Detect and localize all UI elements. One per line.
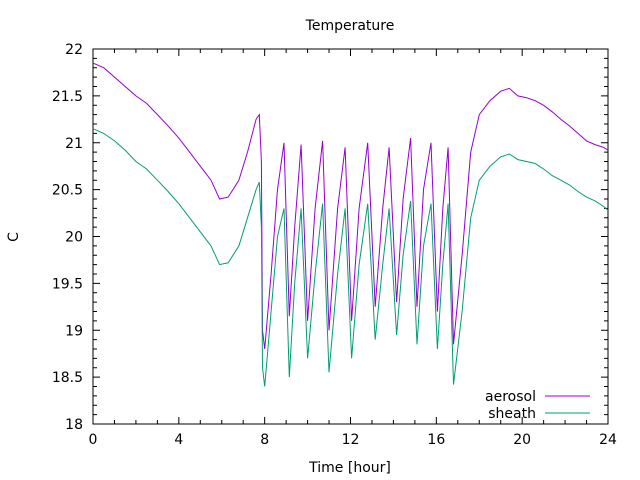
y-axis-ticks: 18 18.5 19 19.5 20 20.5 21 21.5 22	[52, 42, 608, 433]
y-tick-label: 18	[65, 417, 83, 433]
x-axis-ticks: 0 4 8 12 16 20 24	[89, 49, 617, 448]
y-axis-title: C	[6, 232, 22, 242]
x-tick-label: 24	[599, 432, 617, 448]
y-tick-label: 19.5	[52, 276, 83, 292]
y-tick-label: 21.5	[52, 89, 83, 105]
series-line-sheath	[92, 128, 609, 387]
x-tick-label: 0	[89, 432, 98, 448]
x-axis-title: Time [hour]	[308, 460, 391, 476]
legend-label-sheath: sheath	[488, 406, 536, 422]
series-lines	[92, 62, 609, 387]
x-tick-label: 16	[427, 432, 445, 448]
x-tick-label: 8	[260, 432, 269, 448]
y-tick-label: 18.5	[52, 370, 83, 386]
plot-frame	[92, 48, 609, 425]
y-tick-label: 20.5	[52, 183, 83, 199]
y-tick-label: 21	[65, 136, 83, 152]
legend-label-aerosol: aerosol	[485, 389, 536, 405]
chart-title: Temperature	[305, 18, 395, 34]
y-tick-label: 20	[65, 230, 83, 246]
series-line-aerosol	[92, 62, 609, 350]
y-tick-label: 19	[65, 323, 83, 339]
x-tick-label: 4	[174, 432, 183, 448]
y-tick-label: 22	[65, 42, 83, 58]
x-tick-label: 20	[513, 432, 531, 448]
x-tick-label: 12	[342, 432, 360, 448]
